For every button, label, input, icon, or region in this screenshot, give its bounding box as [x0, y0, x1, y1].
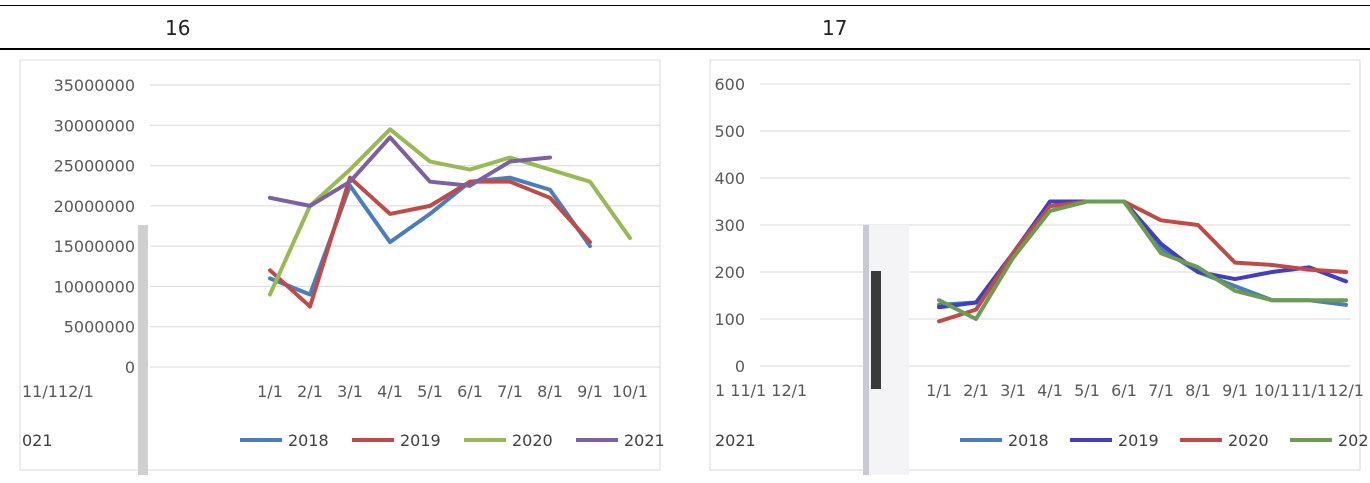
- overlay-sliver: [863, 225, 909, 475]
- page-header: 16 17: [0, 0, 1370, 52]
- x-tick-label: 3/1: [337, 382, 363, 401]
- x-tick-label: 3/1: [1000, 381, 1026, 400]
- legend-label-2019: 2019: [1118, 431, 1159, 450]
- header-top-rule: [0, 5, 1370, 6]
- x-tick-label: 9/1: [577, 382, 603, 401]
- y-tick-label: 30000000: [54, 116, 135, 135]
- y-tick-label: 600: [714, 75, 745, 94]
- x-tick-label: 2/1: [297, 382, 323, 401]
- x-tick-label: 6/1: [1111, 381, 1137, 400]
- series-line-2021: [268, 135, 552, 208]
- page-number-right: 17: [822, 16, 848, 40]
- y-tick-label: 5000000: [64, 318, 135, 337]
- x-tick-label: 10/1: [612, 382, 648, 401]
- x-tick-label: 5/1: [417, 382, 443, 401]
- y-tick-label: 10000000: [54, 277, 135, 296]
- sliver-edge: [863, 225, 869, 475]
- legend-fragment: 021: [22, 431, 53, 450]
- legend-label-2021: 2021: [1338, 431, 1370, 450]
- x-tick-label: 9/1: [1222, 381, 1248, 400]
- chart-right-container: 0 100 200 300 400 500 600 1/1 2/1 3/1 4/1 5/1 6/1 7/1…: [690, 0, 1370, 483]
- x-tick-label: 1/1: [926, 381, 952, 400]
- chart-left: 0 5000000 10000000 15000000 20000000 25000000…: [19, 59, 665, 471]
- sliver-bar: [871, 271, 881, 389]
- series-line-2020: [268, 127, 632, 297]
- x-tick-label: 4/1: [1037, 381, 1063, 400]
- x-tick-label: 5/1: [1074, 381, 1100, 400]
- header-bottom-rule: [0, 48, 1370, 50]
- y-tick-label: 25000000: [54, 157, 135, 176]
- legend-fragment: 2021: [715, 431, 756, 450]
- y-tick-label: 0: [735, 357, 745, 376]
- x-tick-label: 12/1: [1328, 381, 1364, 400]
- y-tick-label: 500: [714, 122, 745, 141]
- y-tick-label: 15000000: [54, 237, 135, 256]
- series-line-2019: [268, 175, 592, 309]
- x-tick-fragment: 11/112/1: [22, 382, 94, 401]
- y-tick-label: 300: [714, 216, 745, 235]
- y-tick-label: 400: [714, 169, 745, 188]
- x-tick-label: 4/1: [377, 382, 403, 401]
- y-tick-label: 100: [714, 310, 745, 329]
- chart-right: 0 100 200 300 400 500 600 1/1 2/1 3/1 4/1 5/1 6/1 7/1…: [709, 59, 1370, 471]
- x-tick-label: 8/1: [1185, 381, 1211, 400]
- legend-label-2018: 2018: [288, 431, 329, 450]
- y-tick-label: 20000000: [54, 197, 135, 216]
- series-line-2021: [937, 199, 1348, 321]
- y-tick-label: 200: [714, 263, 745, 282]
- x-tick-label: 8/1: [537, 382, 563, 401]
- series-line-2020: [937, 199, 1348, 324]
- chart-frame: [19, 59, 661, 471]
- legend-label-2020: 2020: [1228, 431, 1269, 450]
- page-number-left: 16: [165, 16, 191, 40]
- y-tick-label: 35000000: [54, 76, 135, 95]
- x-tick-label: 6/1: [457, 382, 483, 401]
- x-tick-fragment: 1 11/1 12/1: [715, 381, 807, 400]
- x-tick-label: 7/1: [1148, 381, 1174, 400]
- legend-label-2020: 2020: [512, 431, 553, 450]
- legend-label-2018: 2018: [1008, 431, 1049, 450]
- panel-gutter: [138, 225, 148, 475]
- x-tick-label: 7/1: [497, 382, 523, 401]
- x-tick-label: 1/1: [257, 382, 283, 401]
- x-tick-label: 2/1: [963, 381, 989, 400]
- legend-label-2021: 2021: [624, 431, 665, 450]
- legend-label-2019: 2019: [400, 431, 441, 450]
- x-tick-label: 11/1: [1291, 381, 1327, 400]
- x-tick-label: 10/1: [1254, 381, 1290, 400]
- chart-left-container: 0 5000000 10000000 15000000 20000000 25000000…: [19, 59, 665, 471]
- y-tick-label: 0: [125, 358, 135, 377]
